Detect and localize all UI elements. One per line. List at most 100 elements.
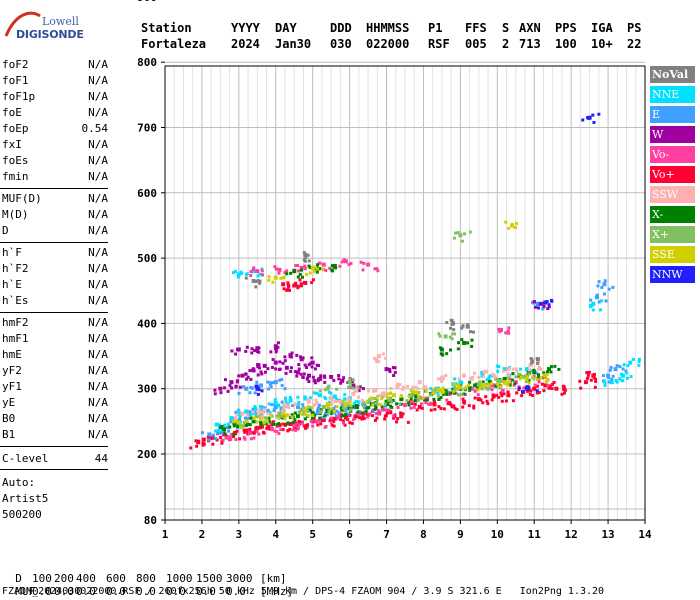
echo-point bbox=[417, 380, 422, 385]
echo-speckle bbox=[607, 376, 611, 380]
echo-speckle bbox=[281, 414, 285, 418]
echo-speckle bbox=[528, 392, 532, 396]
echo-speckle bbox=[429, 387, 433, 391]
echo-speckle bbox=[234, 437, 238, 441]
clevel-value: 44 bbox=[94, 452, 108, 465]
echo-speckle bbox=[226, 426, 230, 430]
echo-speckle bbox=[391, 366, 395, 370]
echo-speckle bbox=[448, 335, 452, 339]
echo-point bbox=[554, 386, 559, 391]
echo-speckle bbox=[277, 422, 281, 426]
echo-point bbox=[321, 262, 326, 267]
echo-speckle bbox=[602, 292, 606, 296]
echo-speckle bbox=[213, 392, 217, 396]
echo-speckle bbox=[506, 373, 510, 377]
x-tick-label: 6 bbox=[346, 528, 353, 541]
echo-speckle bbox=[245, 413, 249, 417]
param-row-yf1: yF1 N/A bbox=[2, 380, 108, 396]
echo-speckle bbox=[249, 416, 253, 420]
echo-speckle bbox=[211, 442, 215, 446]
echo-speckle bbox=[622, 363, 626, 367]
echo-speckle bbox=[445, 352, 449, 356]
echo-speckle bbox=[289, 271, 293, 275]
echo-speckle bbox=[256, 373, 260, 377]
echo-point bbox=[281, 411, 286, 416]
echo-speckle bbox=[409, 397, 413, 401]
echo-point bbox=[458, 385, 463, 390]
echo-speckle bbox=[298, 423, 302, 427]
echo-speckle bbox=[340, 260, 344, 264]
echo-speckle bbox=[306, 409, 310, 413]
y-tick-label: 200 bbox=[137, 448, 157, 461]
echo-speckle bbox=[255, 429, 259, 433]
echo-point bbox=[388, 410, 393, 415]
echo-speckle bbox=[246, 375, 250, 379]
echo-speckle bbox=[253, 349, 257, 353]
param-label: foEs bbox=[2, 154, 29, 167]
echo-speckle bbox=[547, 386, 551, 390]
echo-speckle bbox=[351, 405, 355, 409]
echo-speckle bbox=[589, 303, 593, 307]
echo-speckle bbox=[450, 322, 454, 326]
echo-speckle bbox=[603, 383, 607, 387]
echo-speckle bbox=[342, 405, 346, 409]
echo-speckle bbox=[258, 426, 262, 430]
echo-speckle bbox=[201, 443, 205, 447]
echo-speckle bbox=[417, 394, 421, 398]
param-value: N/A bbox=[88, 316, 108, 329]
station-header: Station YYYY DAY DDD HHMMSS P1 FFS S AXN… bbox=[0, 20, 700, 52]
echo-speckle bbox=[495, 364, 499, 368]
d_values-cell: 100 bbox=[32, 572, 52, 585]
echo-speckle bbox=[507, 331, 511, 335]
echo-speckle bbox=[417, 390, 421, 394]
echo-speckle bbox=[318, 416, 322, 420]
x-tick-label: 13 bbox=[601, 528, 614, 541]
echo-speckle bbox=[256, 274, 260, 278]
param-label: h`F2 bbox=[2, 262, 29, 275]
echo-point bbox=[414, 394, 419, 399]
echo-speckle bbox=[337, 411, 341, 415]
echo-speckle bbox=[399, 415, 403, 419]
echo-speckle bbox=[437, 397, 441, 401]
header-ffs-label: FFS bbox=[465, 21, 487, 35]
echo-point bbox=[251, 419, 256, 424]
echo-speckle bbox=[412, 389, 416, 393]
echo-speckle bbox=[393, 370, 397, 374]
param-value: N/A bbox=[88, 224, 108, 237]
d_values-cell: [km] bbox=[260, 572, 287, 585]
echo-speckle bbox=[455, 407, 459, 411]
echo-speckle bbox=[535, 357, 539, 361]
param-value: N/A bbox=[88, 154, 108, 167]
param-row-md: M(D) N/A bbox=[2, 208, 108, 224]
echo-speckle bbox=[393, 414, 397, 418]
param-value: N/A bbox=[88, 208, 108, 221]
echo-speckle bbox=[303, 267, 307, 271]
echo-speckle bbox=[374, 405, 378, 409]
echo-speckle bbox=[297, 367, 301, 371]
echo-speckle bbox=[324, 268, 328, 272]
echo-speckle bbox=[298, 411, 302, 415]
echo-point bbox=[259, 383, 263, 388]
echo-speckle bbox=[257, 412, 261, 416]
echo-speckle bbox=[361, 268, 365, 272]
echo-speckle bbox=[618, 377, 622, 381]
muf_values-cell: 0.0 bbox=[166, 585, 186, 598]
echo-speckle bbox=[348, 413, 352, 417]
echo-speckle bbox=[309, 361, 313, 365]
echo-speckle bbox=[313, 367, 317, 371]
echo-speckle bbox=[288, 395, 292, 399]
echo-speckle bbox=[272, 422, 276, 426]
echo-speckle bbox=[376, 395, 380, 399]
echo-speckle bbox=[280, 378, 284, 382]
echo-speckle bbox=[249, 377, 253, 381]
echo-speckle bbox=[249, 273, 253, 277]
echo-speckle bbox=[301, 421, 305, 425]
echo-speckle bbox=[242, 385, 246, 389]
param-row-hf: h`F N/A bbox=[2, 246, 108, 262]
param-value: N/A bbox=[88, 396, 108, 409]
echo-speckle bbox=[270, 403, 274, 407]
echo-speckle bbox=[508, 383, 512, 387]
echo-point bbox=[244, 409, 249, 414]
echo-speckle bbox=[416, 387, 420, 391]
echo-speckle bbox=[319, 374, 323, 378]
